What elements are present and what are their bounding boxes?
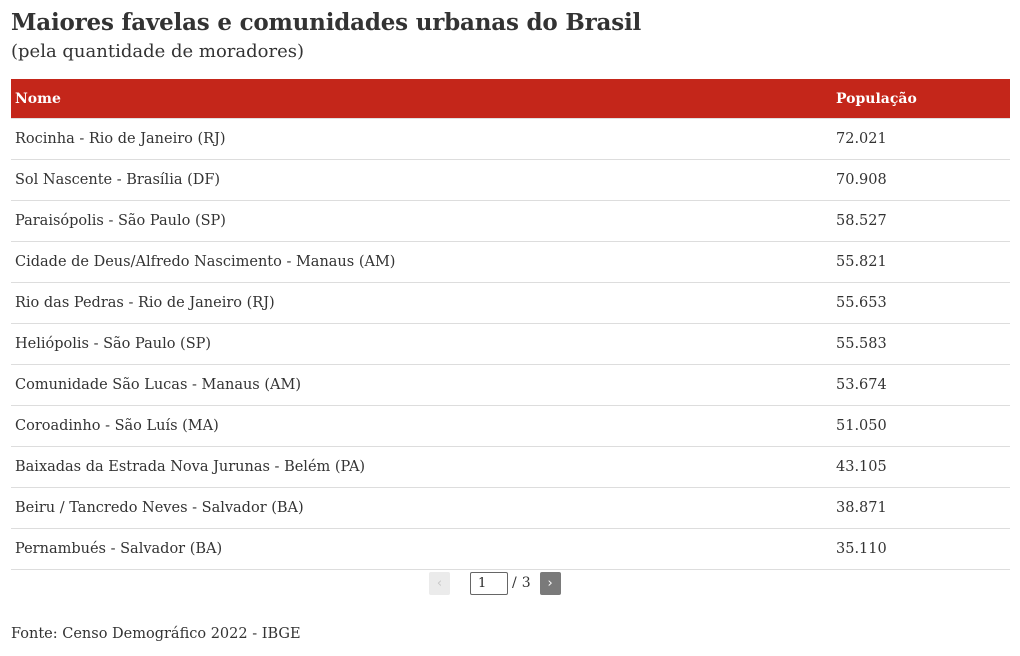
cell-name: Rocinha - Rio de Janeiro (RJ)	[11, 118, 832, 160]
chart-container: Maiores favelas e comunidades urbanas do…	[11, 8, 1010, 570]
page-number-input[interactable]	[470, 571, 508, 595]
cell-name: Pernambués - Salvador (BA)	[11, 528, 832, 570]
page-total-count: 3	[521, 575, 531, 591]
table-header-row: Nome População	[11, 79, 1010, 119]
cell-population: 43.105	[832, 446, 1010, 488]
source-note: Fonte: Censo Demográfico 2022 - IBGE	[11, 626, 301, 642]
cell-population: 58.527	[832, 200, 1010, 242]
cell-population: 51.050	[832, 405, 1010, 447]
data-table: Nome População Rocinha - Rio de Janeiro …	[11, 79, 1010, 570]
table-row: Beiru / Tancredo Neves - Salvador (BA) 3…	[11, 487, 1010, 529]
cell-population: 38.871	[832, 487, 1010, 529]
table-row: Paraisópolis - São Paulo (SP) 58.527	[11, 200, 1010, 242]
cell-name: Cidade de Deus/Alfredo Nascimento - Mana…	[11, 241, 832, 283]
cell-population: 55.653	[832, 282, 1010, 324]
page-total: / 3	[512, 575, 531, 591]
cell-name: Comunidade São Lucas - Manaus (AM)	[11, 364, 832, 406]
table-row: Rocinha - Rio de Janeiro (RJ) 72.021	[11, 118, 1010, 160]
table-row: Cidade de Deus/Alfredo Nascimento - Mana…	[11, 241, 1010, 283]
page-separator: /	[512, 575, 517, 591]
cell-name: Baixadas da Estrada Nova Jurunas - Belém…	[11, 446, 832, 488]
page-title: Maiores favelas e comunidades urbanas do…	[11, 9, 642, 36]
table-row: Comunidade São Lucas - Manaus (AM) 53.67…	[11, 364, 1010, 406]
column-header-name[interactable]: Nome	[11, 79, 832, 119]
column-header-population[interactable]: População	[832, 79, 1010, 119]
table-row: Coroadinho - São Luís (MA) 51.050	[11, 405, 1010, 447]
cell-name: Heliópolis - São Paulo (SP)	[11, 323, 832, 365]
cell-population: 70.908	[832, 159, 1010, 201]
cell-population: 55.583	[832, 323, 1010, 365]
table-row: Heliópolis - São Paulo (SP) 55.583	[11, 323, 1010, 365]
cell-name: Rio das Pedras - Rio de Janeiro (RJ)	[11, 282, 832, 324]
cell-population: 72.021	[832, 118, 1010, 160]
table-row: Pernambués - Salvador (BA) 35.110	[11, 528, 1010, 570]
cell-name: Coroadinho - São Luís (MA)	[11, 405, 832, 447]
cell-population: 55.821	[832, 241, 1010, 283]
page-subtitle: (pela quantidade de moradores)	[11, 41, 305, 62]
cell-name: Paraisópolis - São Paulo (SP)	[11, 200, 832, 242]
pagination: ‹ / 3 ›	[429, 571, 561, 595]
table-row: Rio das Pedras - Rio de Janeiro (RJ) 55.…	[11, 282, 1010, 324]
next-page-button[interactable]: ›	[539, 571, 561, 595]
cell-population: 35.110	[832, 528, 1010, 570]
cell-name: Beiru / Tancredo Neves - Salvador (BA)	[11, 487, 832, 529]
table-row: Baixadas da Estrada Nova Jurunas - Belém…	[11, 446, 1010, 488]
cell-name: Sol Nascente - Brasília (DF)	[11, 159, 832, 201]
previous-page-button[interactable]: ‹	[429, 571, 450, 595]
table-row: Sol Nascente - Brasília (DF) 70.908	[11, 159, 1010, 201]
cell-population: 53.674	[832, 364, 1010, 406]
